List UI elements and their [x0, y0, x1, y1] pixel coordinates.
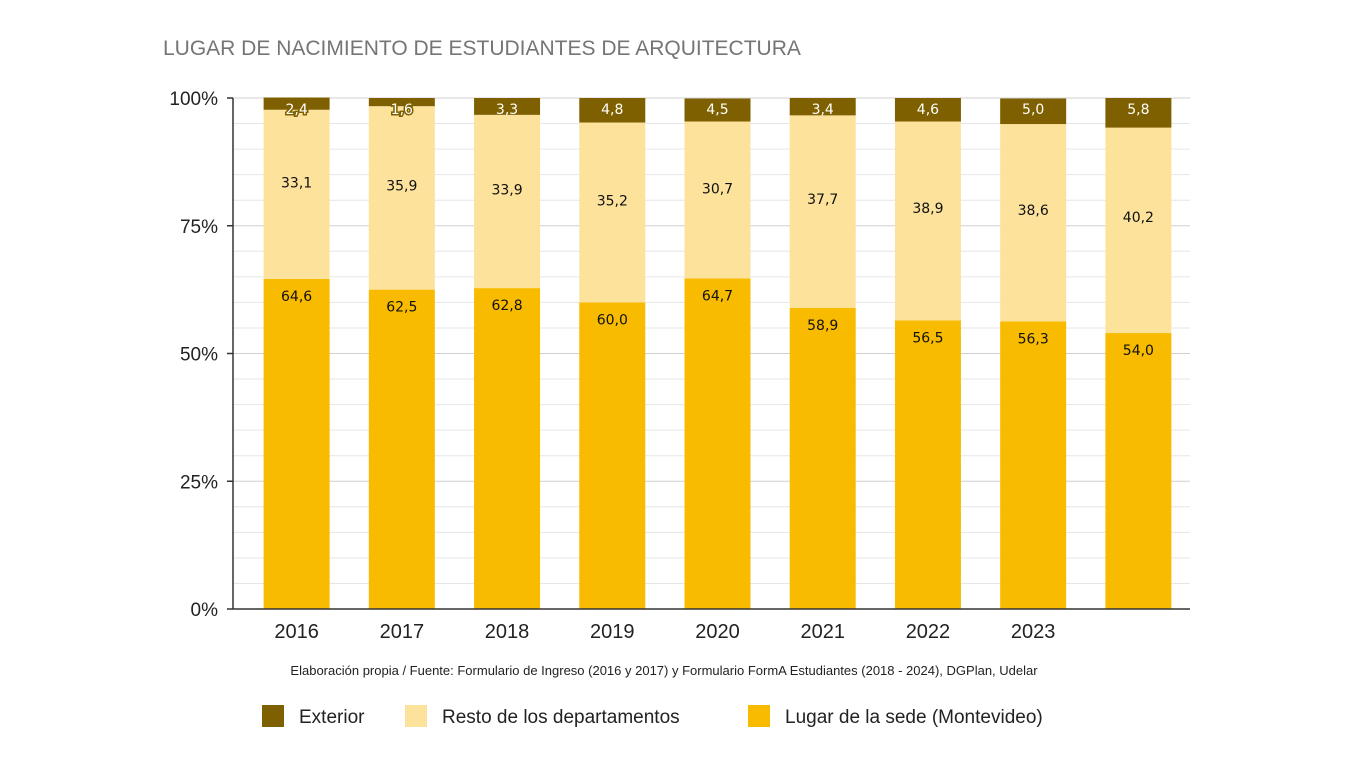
bar-segment	[474, 114, 541, 289]
data-label: 56,5	[912, 330, 943, 346]
data-label: 62,5	[386, 300, 417, 316]
x-tick-label: 2019	[590, 621, 635, 643]
bar-segment	[474, 288, 541, 609]
bar-segment	[894, 121, 961, 321]
bar-segment	[579, 98, 646, 123]
bar-segment	[474, 98, 541, 115]
bar-segment	[263, 278, 330, 609]
source-note: Elaboración propia / Fuente: Formulario …	[290, 663, 1038, 678]
bar-segment	[894, 98, 961, 122]
bar-segment	[579, 122, 646, 303]
data-label: 3,3	[496, 102, 518, 118]
data-label: 56,3	[1018, 331, 1049, 347]
data-label: 33,9	[491, 183, 522, 199]
x-tick-label: 2017	[380, 621, 425, 643]
x-tick-label: 2020	[695, 621, 740, 643]
y-tick-label: 100%	[169, 89, 218, 110]
bar-segment	[684, 278, 751, 609]
bars: 64,6 33,1 2,4 62,5 35,9 1,6 62,8 33,9 3,3 60,0 35,…	[263, 97, 1172, 609]
data-label: 35,2	[597, 193, 628, 209]
data-label: 3,4	[812, 102, 834, 118]
bar-segment	[368, 106, 435, 290]
x-tick-label: 2022	[906, 621, 951, 643]
bar-segment	[368, 98, 435, 107]
legend-label: Resto de los departamentos	[442, 707, 680, 728]
bar-segment	[789, 308, 856, 609]
data-label: 64,6	[281, 289, 312, 305]
data-label: 58,9	[807, 318, 838, 334]
data-label: 33,1	[281, 176, 312, 192]
x-tick-label: 2018	[485, 621, 530, 643]
legend-label: Lugar de la sede (Montevideo)	[785, 707, 1043, 728]
y-tick-label: 0%	[191, 600, 219, 621]
data-label: 40,2	[1123, 210, 1154, 226]
bar-segment	[1000, 321, 1067, 609]
x-tick-label: 2021	[800, 621, 845, 643]
bar-segment	[1000, 124, 1067, 322]
y-tick-label: 75%	[180, 217, 218, 238]
data-label: 37,7	[807, 192, 838, 208]
data-label: 5,0	[1022, 102, 1044, 118]
data-label: 4,5	[706, 102, 728, 118]
bar-segment	[789, 115, 856, 309]
bar-segment	[263, 109, 330, 279]
bar-segment	[368, 289, 435, 609]
data-label: 64,7	[702, 288, 733, 304]
legend: Exterior Resto de los departamentos Lugar …	[262, 705, 1043, 728]
data-label: 2,4	[285, 102, 307, 118]
x-axis: 2016 2017 2018 2019 2020 2021 2022 2023	[233, 608, 1190, 643]
bar-segment	[894, 320, 961, 609]
data-label: 1,6	[391, 102, 413, 118]
legend-swatch	[405, 705, 427, 727]
bar-segment	[263, 97, 330, 110]
bar-segment	[1105, 127, 1172, 334]
legend-swatch	[262, 705, 284, 727]
data-label: 62,8	[491, 298, 522, 314]
x-tick-label: 2023	[1011, 621, 1056, 643]
chart-title: LUGAR DE NACIMIENTO DE ESTUDIANTES DE AR…	[163, 37, 801, 60]
legend-label: Exterior	[299, 707, 365, 728]
data-label: 54,0	[1123, 343, 1154, 359]
bar-segment	[789, 98, 856, 116]
data-label: 60,0	[597, 312, 628, 328]
y-axis: 0% 25% 50% 75% 100%	[169, 89, 234, 621]
data-label: 30,7	[702, 182, 733, 198]
data-label: 38,9	[912, 201, 943, 217]
legend-swatch	[748, 705, 770, 727]
data-label: 35,9	[386, 179, 417, 195]
data-label: 5,8	[1127, 102, 1149, 118]
x-tick-label: 2016	[274, 621, 319, 643]
bar-segment	[579, 302, 646, 609]
y-tick-label: 50%	[180, 345, 218, 366]
bar-segment	[1105, 98, 1172, 128]
data-label: 38,6	[1018, 203, 1049, 219]
y-tick-label: 25%	[180, 472, 218, 493]
data-label: 4,6	[917, 102, 939, 118]
bar-segment	[684, 121, 751, 279]
bar-segment	[684, 98, 751, 122]
bar-segment	[1105, 333, 1172, 609]
data-label: 4,8	[601, 102, 623, 118]
bar-segment	[1000, 98, 1067, 125]
